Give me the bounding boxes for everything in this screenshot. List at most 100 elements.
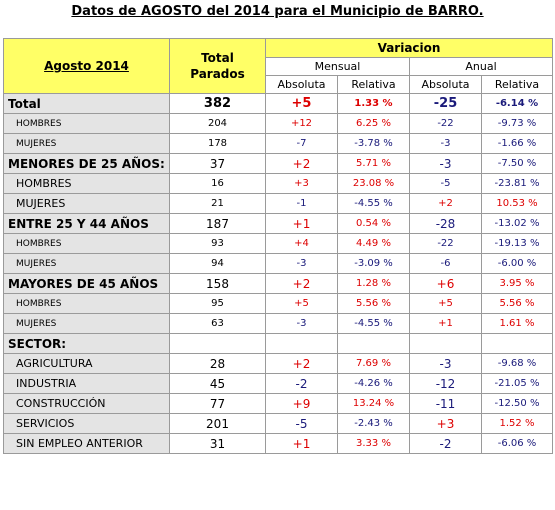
row-mensual-absoluta: +9 (265, 393, 338, 414)
row-total: 45 (169, 373, 266, 394)
row-mensual-relativa: 13.24 % (337, 393, 410, 414)
row-anual-relativa: -1.66 % (481, 133, 553, 154)
row-anual-relativa: 1.52 % (481, 413, 553, 434)
row-mensual-relativa: -4.26 % (337, 373, 410, 394)
row-mensual-absoluta: +1 (265, 433, 338, 454)
table-row: MENORES DE 25 AÑOS: 37 +2 5.71 % -3 -7.50 % (3, 153, 553, 174)
row-mensual-relativa: 4.49 % (337, 233, 410, 254)
row-mensual-absoluta: -3 (265, 253, 338, 274)
anual-header: Anual (409, 57, 553, 76)
row-anual-relativa: -6.00 % (481, 253, 553, 274)
row-mensual-absoluta: -2 (265, 373, 338, 394)
row-mensual-absoluta: -5 (265, 413, 338, 434)
row-total: 28 (169, 353, 266, 374)
row-total: 158 (169, 273, 266, 294)
table-row: SERVICIOS 201 -5 -2.43 % +3 1.52 % (3, 413, 553, 434)
row-anual-relativa: -7.50 % (481, 153, 553, 174)
row-label: SECTOR: (3, 333, 170, 354)
row-mensual-relativa: 0.54 % (337, 213, 410, 234)
row-anual-absoluta: +1 (409, 313, 482, 334)
row-total: 94 (169, 253, 266, 274)
row-mensual-absoluta: +4 (265, 233, 338, 254)
total-parados-label: Total Parados (190, 51, 245, 81)
row-anual-relativa: -23.81 % (481, 173, 553, 194)
row-anual-relativa: 3.95 % (481, 273, 553, 294)
variacion-header: Variacion (265, 38, 553, 58)
anual-relativa-header: Relativa (481, 75, 553, 94)
row-anual-relativa: -9.68 % (481, 353, 553, 374)
row-anual-relativa: -19.13 % (481, 233, 553, 254)
row-mensual-absoluta: -1 (265, 193, 338, 214)
row-total: 93 (169, 233, 266, 254)
row-total: 77 (169, 393, 266, 414)
row-anual-absoluta: -22 (409, 233, 482, 254)
row-anual-absoluta: -5 (409, 173, 482, 194)
row-anual-absoluta: -28 (409, 213, 482, 234)
row-total: 201 (169, 413, 266, 434)
row-total (169, 333, 266, 354)
row-mensual-absoluta: -3 (265, 313, 338, 334)
row-label: ENTRE 25 Y 44 AÑOS (3, 213, 170, 234)
row-anual-absoluta: +5 (409, 293, 482, 314)
row-mensual-absoluta: +3 (265, 173, 338, 194)
row-label: MENORES DE 25 AÑOS: (3, 153, 170, 174)
table-row: INDUSTRIA 45 -2 -4.26 % -12 -21.05 % (3, 373, 553, 394)
row-anual-relativa: -6.06 % (481, 433, 553, 454)
table-row: ENTRE 25 Y 44 AÑOS 187 +1 0.54 % -28 -13.02 % (3, 213, 553, 234)
row-anual-absoluta: -3 (409, 353, 482, 374)
row-anual-absoluta: -6 (409, 253, 482, 274)
row-mensual-absoluta: +1 (265, 213, 338, 234)
mensual-absoluta-header: Absoluta (265, 75, 338, 94)
row-mensual-relativa: 7.69 % (337, 353, 410, 374)
row-label: SERVICIOS (3, 413, 170, 434)
row-label: CONSTRUCCIÓN (3, 393, 170, 414)
row-mensual-relativa: 6.25 % (337, 113, 410, 134)
row-mensual-relativa: 5.56 % (337, 293, 410, 314)
row-mensual-absoluta: +5 (265, 293, 338, 314)
row-mensual-relativa: -2.43 % (337, 413, 410, 434)
table-row: SIN EMPLEO ANTERIOR 31 +1 3.33 % -2 -6.06 % (3, 433, 553, 454)
row-total: 63 (169, 313, 266, 334)
row-label: MAYORES DE 45 AÑOS (3, 273, 170, 294)
row-total: 382 (169, 93, 266, 114)
row-total: 95 (169, 293, 266, 314)
row-mensual-relativa: 1.28 % (337, 273, 410, 294)
row-label: HOMBRES (3, 293, 170, 314)
row-anual-absoluta: -11 (409, 393, 482, 414)
row-mensual-absoluta: +5 (265, 93, 338, 114)
row-anual-relativa: 10.53 % (481, 193, 553, 214)
table-row: SECTOR: (3, 333, 553, 354)
row-total: 21 (169, 193, 266, 214)
period-header: Agosto 2014 (3, 38, 170, 94)
row-anual-relativa: -12.50 % (481, 393, 553, 414)
row-anual-absoluta: -2 (409, 433, 482, 454)
row-anual-absoluta: +6 (409, 273, 482, 294)
row-mensual-absoluta: +2 (265, 353, 338, 374)
mensual-relativa-header: Relativa (337, 75, 410, 94)
row-anual-relativa (481, 333, 553, 354)
row-anual-absoluta: -12 (409, 373, 482, 394)
row-mensual-absoluta (265, 333, 338, 354)
table-row: HOMBRES 95 +5 5.56 % +5 5.56 % (3, 293, 553, 314)
row-label: HOMBRES (3, 173, 170, 194)
row-mensual-relativa: -3.09 % (337, 253, 410, 274)
row-total: 178 (169, 133, 266, 154)
row-anual-relativa: -6.14 % (481, 93, 553, 114)
row-mensual-relativa (337, 333, 410, 354)
table-row: HOMBRES 204 +12 6.25 % -22 -9.73 % (3, 113, 553, 134)
table-row: HOMBRES 16 +3 23.08 % -5 -23.81 % (3, 173, 553, 194)
table-body: Total 382 +5 1.33 % -25 -6.14 % HOMBRES 204 +12 6… (3, 93, 553, 454)
table-row: HOMBRES 93 +4 4.49 % -22 -19.13 % (3, 233, 553, 254)
row-anual-absoluta (409, 333, 482, 354)
table-row: MUJERES 94 -3 -3.09 % -6 -6.00 % (3, 253, 553, 274)
row-anual-absoluta: -3 (409, 133, 482, 154)
row-mensual-absoluta: +12 (265, 113, 338, 134)
row-anual-relativa: -13.02 % (481, 213, 553, 234)
row-label: MUJERES (3, 253, 170, 274)
row-total: 187 (169, 213, 266, 234)
table-row: MUJERES 21 -1 -4.55 % +2 10.53 % (3, 193, 553, 214)
anual-absoluta-header: Absoluta (409, 75, 482, 94)
row-mensual-relativa: 23.08 % (337, 173, 410, 194)
row-label: AGRICULTURA (3, 353, 170, 374)
table-row: MUJERES 178 -7 -3.78 % -3 -1.66 % (3, 133, 553, 154)
